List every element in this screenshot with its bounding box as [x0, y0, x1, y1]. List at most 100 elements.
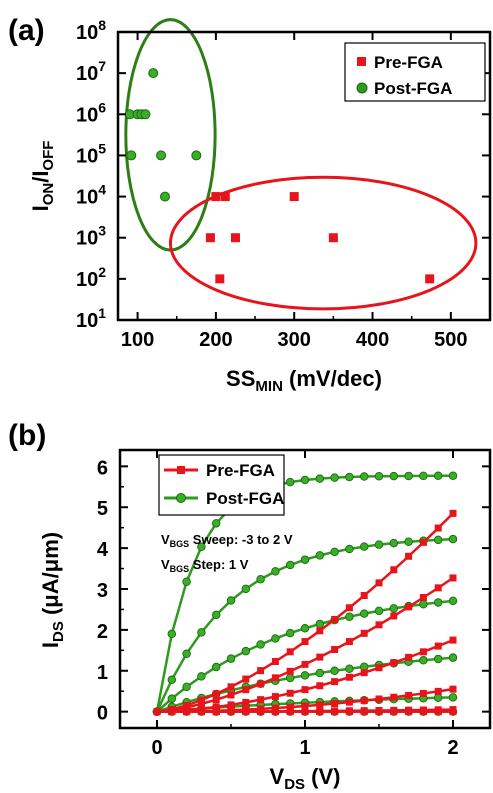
ellipse-post-fga: [124, 18, 217, 252]
legend-post-fga-label-b: Post-FGA: [206, 489, 284, 508]
point-pre-fga: [227, 701, 235, 709]
y-tick-label-b: 1: [97, 662, 108, 684]
point-pre-fga: [419, 538, 427, 546]
point-pre-fga: [434, 524, 442, 532]
y-axis-label-b: IDS (μA/μm): [38, 532, 67, 648]
legend-pre-fga-marker: [357, 57, 366, 66]
point-post-fga: [433, 471, 443, 481]
point-pre-fga: [331, 708, 339, 716]
point-pre-fga: [301, 708, 309, 716]
point-pre-fga: [242, 708, 250, 716]
legend-post-fga-marker-b: [176, 493, 186, 503]
point-post-fga: [256, 640, 265, 649]
point-post-fga: [315, 551, 325, 560]
point-pre-fga: [405, 708, 413, 716]
point-pre-fga: [449, 708, 457, 716]
y-tick-label-b: 4: [97, 539, 109, 561]
point-pre-fga: [360, 708, 368, 716]
point-pre-fga: [227, 691, 235, 699]
point-pre-fga: [212, 696, 220, 704]
point-pre-fga: [230, 233, 240, 243]
point-post-fga: [345, 612, 354, 621]
point-post-fga: [256, 574, 265, 584]
legend-pre-fga-marker-b: [177, 466, 185, 474]
point-pre-fga: [345, 673, 353, 681]
point-post-fga: [315, 474, 325, 483]
x-tick-label-a: 100: [121, 329, 154, 351]
x-tick-label-b: 1: [299, 737, 310, 759]
point-post-fga: [197, 628, 206, 637]
point-post-fga: [182, 649, 191, 658]
point-pre-fga: [390, 612, 398, 620]
point-pre-fga: [345, 638, 353, 646]
point-pre-fga: [419, 708, 427, 716]
y-tick-label-a: 106: [76, 99, 106, 126]
point-post-fga: [140, 109, 151, 120]
annotation-step: VBGS Step: 1 V: [161, 557, 249, 574]
x-tick-label-a: 400: [356, 329, 389, 351]
point-post-fga: [389, 604, 399, 613]
point-pre-fga: [211, 192, 221, 202]
point-pre-fga: [271, 708, 279, 716]
point-pre-fga: [425, 274, 435, 284]
panel-a-label: (a): [8, 14, 45, 47]
y-tick-label-a: 105: [76, 140, 106, 167]
point-post-fga: [300, 671, 310, 680]
point-post-fga: [167, 694, 177, 703]
point-pre-fga: [286, 708, 294, 716]
x-tick-label-a: 300: [278, 329, 311, 351]
y-tick-label-b: 0: [97, 703, 108, 725]
point-pre-fga: [405, 552, 413, 560]
point-pre-fga: [289, 192, 299, 202]
point-post-fga: [359, 609, 369, 618]
point-post-fga: [374, 606, 384, 616]
y-tick-label-a: 108: [76, 17, 106, 44]
point-pre-fga: [405, 603, 413, 611]
point-post-fga: [345, 664, 354, 673]
point-post-fga: [448, 534, 458, 544]
x-axis-label-b: VDS (V): [270, 764, 341, 793]
point-pre-fga: [419, 648, 427, 656]
point-pre-fga: [331, 678, 339, 686]
point-pre-fga: [271, 674, 279, 682]
point-post-fga: [448, 596, 458, 606]
point-pre-fga: [360, 592, 368, 600]
point-pre-fga: [271, 657, 279, 665]
point-pre-fga: [227, 708, 235, 716]
point-pre-fga: [375, 708, 383, 716]
panel-b: (b) 0 1 2 0 1 2 3 4 5 6 Pre-FGA Post-FGA VBGS Sw…: [8, 419, 492, 793]
point-post-fga: [419, 656, 428, 665]
point-pre-fga: [390, 566, 398, 574]
ellipse-pre-fga: [168, 175, 478, 311]
point-pre-fga: [331, 646, 339, 654]
point-pre-fga: [419, 689, 427, 697]
y-tick-label-a: 104: [76, 182, 106, 209]
point-pre-fga: [419, 594, 427, 602]
point-pre-fga: [242, 675, 250, 683]
point-pre-fga: [286, 667, 294, 675]
point-pre-fga: [257, 696, 265, 704]
point-pre-fga: [205, 233, 215, 243]
point-pre-fga: [197, 700, 205, 708]
point-post-fga: [389, 538, 399, 548]
point-post-fga: [167, 675, 177, 685]
point-pre-fga: [212, 703, 220, 711]
point-post-fga: [126, 150, 137, 161]
point-post-fga: [315, 619, 325, 629]
point-pre-fga: [220, 192, 230, 202]
point-pre-fga: [301, 638, 309, 646]
point-post-fga: [433, 598, 443, 607]
point-post-fga: [197, 542, 206, 551]
point-post-fga: [359, 542, 369, 551]
point-post-fga: [404, 537, 413, 547]
point-pre-fga: [345, 604, 353, 612]
point-pre-fga: [242, 698, 250, 706]
grouping-ellipses: [124, 18, 478, 311]
point-post-fga: [197, 672, 206, 681]
point-post-fga: [300, 555, 310, 564]
point-pre-fga: [215, 274, 225, 284]
point-post-fga: [330, 473, 339, 482]
point-post-fga: [271, 634, 280, 643]
legend-post-fga-marker: [356, 82, 368, 94]
point-pre-fga: [242, 686, 250, 694]
